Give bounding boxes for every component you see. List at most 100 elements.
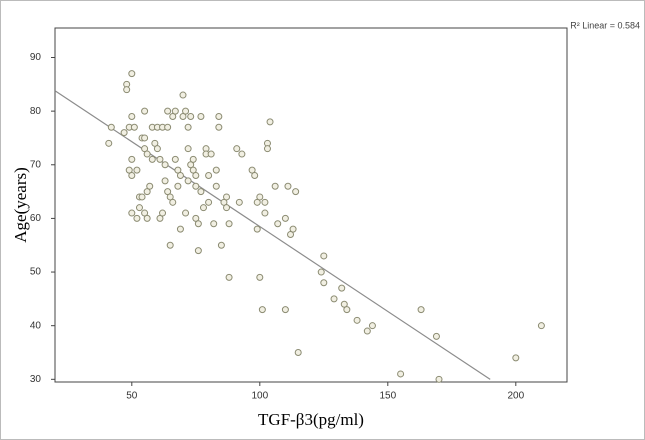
scatter-point	[353, 316, 361, 324]
scatter-point	[317, 268, 325, 276]
scatter-point	[128, 172, 136, 179]
scatter-point	[169, 198, 177, 206]
scatter-point	[212, 166, 220, 174]
scatter-point	[294, 349, 302, 356]
scatter-point	[210, 220, 218, 228]
scatter-point	[182, 107, 190, 115]
scatter-point	[164, 107, 172, 115]
scatter-point	[192, 172, 200, 179]
scatter-point	[143, 214, 151, 222]
x-tick-label: 200	[507, 391, 524, 402]
scatter-point	[271, 182, 279, 190]
scatter-point	[189, 155, 197, 163]
scatter-point	[363, 327, 371, 335]
scatter-point	[207, 150, 215, 158]
scatter-point	[223, 193, 231, 201]
y-tick-label: 80	[30, 106, 42, 117]
scatter-point	[253, 225, 261, 233]
scatter-point	[128, 113, 136, 120]
y-tick-label: 50	[30, 267, 42, 278]
scatter-point	[343, 306, 351, 314]
scatter-point	[238, 150, 246, 158]
scatter-point	[256, 193, 264, 201]
scatter-point	[223, 204, 231, 212]
scatter-point	[135, 204, 143, 212]
scatter-point	[174, 182, 182, 190]
scatter-point	[130, 123, 138, 131]
scatter-point	[184, 177, 192, 185]
scatter-point	[225, 273, 233, 281]
scatter-point	[164, 123, 172, 131]
scatter-point	[192, 182, 200, 190]
scatter-point	[141, 107, 149, 115]
scatter-point	[292, 188, 300, 196]
y-tick-label: 70	[30, 159, 42, 170]
scatter-point	[289, 225, 297, 233]
scatter-point	[153, 145, 161, 153]
scatter-point	[284, 182, 292, 190]
scatter-point	[266, 118, 274, 126]
scatter-point	[166, 241, 174, 249]
scatter-point	[397, 370, 405, 378]
scatter-point	[143, 150, 151, 158]
y-axis-title: Age(years)	[11, 167, 30, 243]
scatter-point	[194, 220, 202, 228]
scatter-point	[138, 193, 146, 201]
scatter-point	[176, 225, 184, 233]
scatter-point	[251, 172, 259, 179]
scatter-point	[368, 322, 376, 330]
y-tick-label: 30	[30, 374, 42, 385]
scatter-point	[171, 107, 179, 115]
scatter-point	[233, 145, 241, 153]
scatter-point	[107, 123, 115, 131]
scatter-point	[148, 155, 156, 163]
scatter-point	[161, 177, 169, 185]
scatter-point	[171, 155, 179, 163]
scatter-point	[128, 70, 136, 78]
scatter-point	[263, 145, 271, 153]
scatter-point	[432, 332, 440, 340]
x-axis-title: TGF-β3(pg/ml)	[258, 410, 364, 429]
x-tick-label: 150	[379, 391, 396, 402]
scatter-point	[128, 209, 136, 217]
scatter-point	[176, 172, 184, 179]
scatter-point	[225, 220, 233, 228]
r-squared-annotation: R² Linear = 0.584	[570, 20, 640, 30]
scatter-point	[215, 123, 223, 131]
trend-line	[54, 90, 491, 380]
scatter-point	[338, 284, 346, 292]
scatter-point	[105, 139, 113, 147]
scatter-point	[258, 306, 266, 314]
x-tick-label: 50	[126, 391, 138, 402]
scatter-point	[235, 198, 243, 206]
scatter-point	[179, 91, 187, 99]
scatter-point	[156, 155, 164, 163]
y-tick-label: 60	[30, 213, 42, 224]
x-tick-label: 100	[251, 391, 268, 402]
scatter-point	[182, 209, 190, 217]
scatter-point	[215, 113, 223, 120]
scatter-point	[184, 123, 192, 131]
y-tick-label: 90	[30, 52, 42, 63]
scatter-point	[256, 273, 264, 281]
scatter-point	[159, 209, 167, 217]
scatter-point	[161, 161, 169, 169]
scatter-point	[197, 113, 205, 120]
scatter-point	[194, 247, 202, 255]
scatter-point	[537, 322, 545, 330]
scatter-point	[281, 306, 289, 314]
scatter-point	[184, 145, 192, 153]
scatter-point	[205, 172, 213, 179]
scatter-point	[417, 306, 425, 314]
scatter-point	[133, 214, 141, 222]
scatter-point	[512, 354, 520, 362]
scatter-point	[205, 198, 213, 206]
scatter-point	[320, 252, 328, 260]
scatter-point	[120, 129, 128, 137]
scatter-point	[123, 86, 131, 94]
scatter-point	[128, 155, 136, 163]
scatter-point	[274, 220, 282, 228]
scatter-point	[281, 214, 289, 222]
scatter-point	[330, 295, 338, 303]
